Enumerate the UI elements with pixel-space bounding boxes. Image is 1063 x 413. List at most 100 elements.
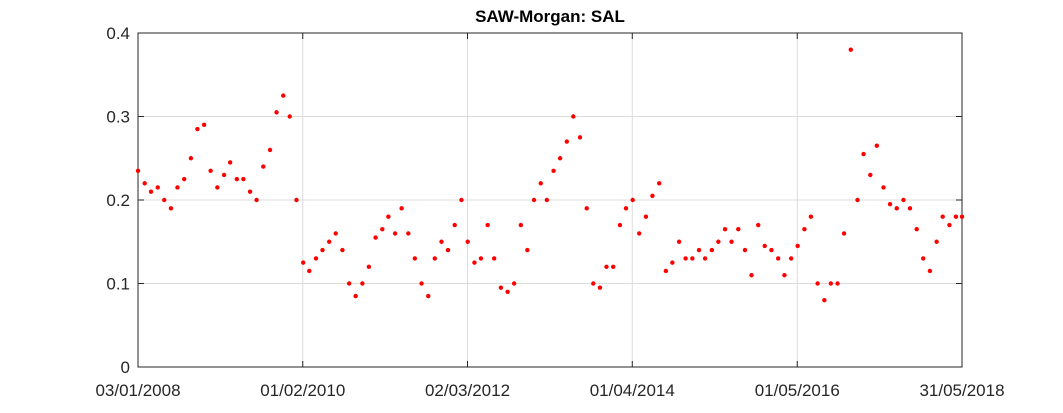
data-point	[366, 264, 372, 269]
data-point	[650, 193, 655, 199]
data-point	[901, 197, 906, 203]
data-point	[346, 281, 352, 286]
data-point	[195, 126, 200, 132]
data-point	[716, 239, 721, 244]
data-point	[380, 227, 385, 232]
data-point	[828, 281, 834, 286]
data-point	[201, 122, 207, 128]
data-point	[155, 185, 160, 190]
y-tick-label: 0.2	[106, 191, 130, 210]
data-point	[802, 227, 807, 232]
data-point	[788, 256, 794, 261]
data-point	[591, 281, 596, 286]
data-point	[722, 227, 728, 232]
data-point	[663, 268, 669, 274]
data-point	[373, 235, 378, 240]
data-point	[247, 189, 253, 194]
data-point	[439, 239, 444, 244]
data-point	[822, 298, 827, 303]
data-point	[505, 289, 510, 295]
data-point	[696, 247, 702, 253]
data-point	[934, 239, 939, 244]
data-point	[175, 185, 180, 190]
data-point	[313, 256, 319, 261]
data-point	[571, 114, 576, 119]
data-point	[894, 206, 899, 211]
data-point	[841, 231, 847, 236]
data-point	[327, 239, 332, 244]
data-point	[874, 143, 880, 148]
data-point	[762, 243, 767, 249]
data-point	[690, 256, 695, 261]
data-point	[274, 110, 279, 115]
data-point	[215, 185, 220, 190]
data-point	[643, 214, 649, 219]
data-point	[445, 247, 451, 253]
data-point	[756, 222, 761, 228]
data-point	[531, 197, 537, 203]
data-point	[287, 114, 292, 119]
data-point	[868, 172, 873, 178]
data-point	[452, 222, 457, 228]
data-point	[702, 256, 708, 261]
data-point	[907, 206, 913, 211]
plot-frame	[137, 32, 963, 368]
x-tick-label: 01/05/2016	[755, 381, 840, 400]
y-tick-label: 0.4	[106, 24, 130, 43]
data-point	[162, 197, 167, 203]
data-point	[459, 197, 464, 203]
data-point	[637, 231, 642, 236]
data-point	[683, 256, 688, 261]
data-point	[920, 256, 926, 261]
data-point	[551, 168, 556, 173]
y-tick-label: 0.1	[106, 275, 130, 294]
data-point	[406, 231, 411, 236]
data-point	[227, 160, 233, 165]
data-point	[604, 264, 609, 269]
data-point	[518, 222, 524, 228]
data-point	[208, 168, 213, 173]
data-point	[392, 231, 398, 236]
data-point	[742, 247, 748, 253]
data-point	[577, 135, 583, 140]
data-point	[953, 214, 959, 219]
data-point	[340, 247, 345, 253]
data-point	[511, 281, 517, 286]
data-point	[881, 185, 886, 190]
data-point	[617, 222, 623, 228]
data-point	[795, 243, 800, 249]
data-point	[584, 206, 589, 211]
data-point	[426, 293, 431, 299]
data-point	[861, 151, 866, 157]
data-point	[835, 281, 840, 286]
data-point	[736, 227, 741, 232]
chart-title: SAW-Morgan: SAL	[475, 7, 625, 26]
data-point	[419, 281, 424, 286]
data-point	[412, 256, 418, 261]
x-tick-label: 02/03/2012	[425, 381, 510, 400]
data-point	[148, 189, 154, 194]
data-point	[294, 197, 299, 203]
x-tick-label: 01/04/2014	[590, 381, 675, 400]
x-tick-label: 31/05/2018	[919, 381, 1004, 400]
data-point	[610, 264, 616, 269]
data-point	[267, 147, 273, 153]
y-tick-label: 0	[121, 358, 130, 377]
data-point	[254, 197, 259, 203]
data-point	[927, 268, 933, 274]
data-point	[914, 227, 919, 232]
data-point	[848, 47, 853, 52]
data-point	[623, 206, 629, 211]
data-point	[261, 164, 266, 169]
data-point	[525, 247, 530, 253]
data-point	[320, 247, 325, 253]
data-point	[360, 281, 365, 286]
data-point	[333, 231, 338, 236]
data-point	[472, 260, 477, 265]
data-point	[709, 247, 715, 253]
data-point	[300, 260, 306, 265]
data-point	[557, 156, 563, 161]
data-point	[241, 176, 246, 182]
